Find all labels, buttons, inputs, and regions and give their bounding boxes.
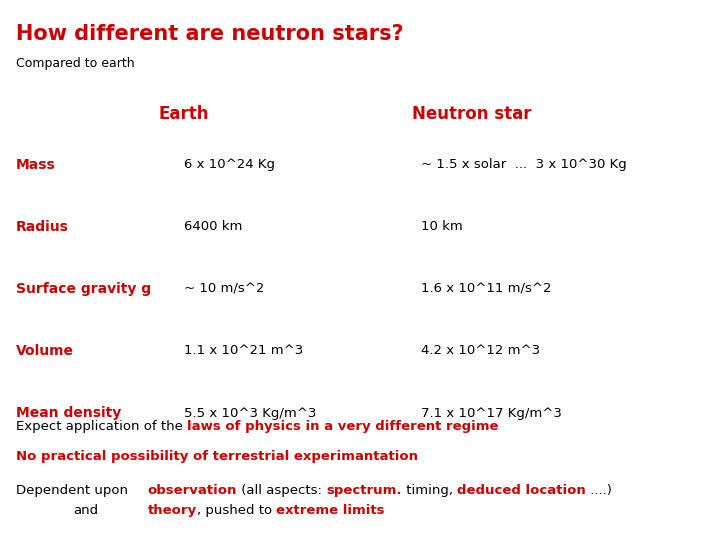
Text: and: and <box>73 504 99 517</box>
Text: spectrum.: spectrum. <box>326 484 402 497</box>
Text: deduced location: deduced location <box>457 484 585 497</box>
Text: 1.1 x 10^21 m^3: 1.1 x 10^21 m^3 <box>184 345 303 357</box>
Text: (all aspects:: (all aspects: <box>237 484 326 497</box>
Text: 4.2 x 10^12 m^3: 4.2 x 10^12 m^3 <box>421 345 540 357</box>
Text: Neutron star: Neutron star <box>412 105 531 123</box>
Text: 1.6 x 10^11 m/s^2: 1.6 x 10^11 m/s^2 <box>421 282 552 295</box>
Text: Earth: Earth <box>158 105 209 123</box>
Text: ~ 10 m/s^2: ~ 10 m/s^2 <box>184 282 264 295</box>
Text: Dependent upon: Dependent upon <box>16 484 128 497</box>
Text: 10 km: 10 km <box>421 220 463 233</box>
Text: Radius: Radius <box>16 220 68 234</box>
Text: Volume: Volume <box>16 344 74 358</box>
Text: 5.5 x 10^3 Kg/m^3: 5.5 x 10^3 Kg/m^3 <box>184 407 316 420</box>
Text: 7.1 x 10^17 Kg/m^3: 7.1 x 10^17 Kg/m^3 <box>421 407 562 420</box>
Text: laws of physics in a very different regime: laws of physics in a very different regi… <box>187 420 498 433</box>
Text: Expect application of the: Expect application of the <box>16 420 187 433</box>
Text: extreme limits: extreme limits <box>276 504 384 517</box>
Text: Mass: Mass <box>16 158 55 172</box>
Text: No practical possibility of terrestrial experimantation: No practical possibility of terrestrial … <box>16 450 418 463</box>
Text: ~ 1.5 x solar  ...  3 x 10^30 Kg: ~ 1.5 x solar ... 3 x 10^30 Kg <box>421 158 627 171</box>
Text: Mean density: Mean density <box>16 406 121 420</box>
Text: , pushed to: , pushed to <box>197 504 276 517</box>
Text: How different are neutron stars?: How different are neutron stars? <box>16 24 403 44</box>
Text: Surface gravity g: Surface gravity g <box>16 282 151 296</box>
Text: observation: observation <box>148 484 237 497</box>
Text: Compared to earth: Compared to earth <box>16 57 135 70</box>
Text: 6 x 10^24 Kg: 6 x 10^24 Kg <box>184 158 274 171</box>
Text: ....): ....) <box>585 484 611 497</box>
Text: timing,: timing, <box>402 484 457 497</box>
Text: theory: theory <box>148 504 197 517</box>
Text: 6400 km: 6400 km <box>184 220 242 233</box>
